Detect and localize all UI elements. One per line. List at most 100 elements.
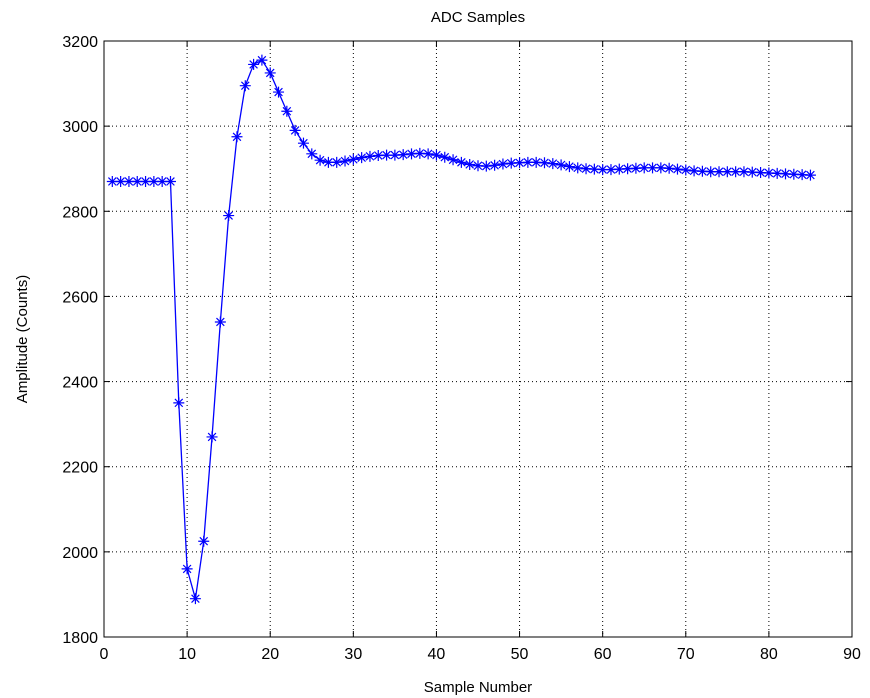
data-point-marker — [713, 166, 725, 178]
x-tick-label: 80 — [760, 646, 778, 663]
series-group — [106, 54, 816, 605]
data-point-marker — [389, 149, 401, 161]
data-point-marker — [497, 158, 509, 170]
data-point-marker — [115, 175, 127, 187]
data-point-marker — [414, 147, 426, 159]
data-point-marker — [189, 593, 201, 605]
data-point-marker — [372, 150, 384, 162]
y-tick-label: 2400 — [62, 375, 98, 392]
data-point-marker — [780, 168, 792, 180]
data-point-marker — [239, 80, 251, 92]
data-point-marker — [356, 152, 368, 164]
data-point-marker — [647, 162, 659, 174]
data-point-marker — [347, 153, 359, 165]
data-point-marker — [796, 169, 808, 181]
plot-area-frame — [103, 40, 853, 638]
data-point-marker — [397, 149, 409, 161]
data-point-marker — [538, 157, 550, 169]
data-point-marker — [788, 168, 800, 180]
y-tick-label: 1800 — [62, 630, 98, 647]
x-tick-labels: 0 10 20 30 40 50 60 70 80 90 — [100, 646, 861, 663]
data-point-marker — [547, 158, 559, 170]
data-point-marker — [721, 166, 733, 178]
data-point-marker — [322, 156, 334, 168]
data-point-marker — [588, 163, 600, 175]
x-tick-label: 0 — [100, 646, 109, 663]
data-point-marker — [730, 166, 742, 178]
y-tick-label: 3200 — [62, 34, 98, 51]
y-tick-label: 2000 — [62, 545, 98, 562]
data-point-marker — [580, 163, 592, 175]
y-tick-label: 3000 — [62, 119, 98, 136]
y-axis-label: Amplitude (Counts) — [14, 275, 31, 403]
x-tick-label: 40 — [428, 646, 446, 663]
data-point-marker — [214, 316, 226, 328]
data-point-marker — [173, 397, 185, 409]
x-tick-label: 10 — [178, 646, 196, 663]
grid-lines — [104, 41, 852, 637]
x-tick-label: 60 — [594, 646, 612, 663]
data-point-marker — [331, 156, 343, 168]
data-point-marker — [422, 148, 434, 160]
data-point-marker — [771, 167, 783, 179]
y-tick-label: 2800 — [62, 204, 98, 221]
data-point-marker — [555, 159, 567, 171]
x-tick-label: 20 — [261, 646, 279, 663]
data-point-marker — [622, 163, 634, 175]
data-point-marker — [480, 160, 492, 172]
data-point-marker — [439, 151, 451, 163]
x-tick-label: 50 — [511, 646, 529, 663]
data-point-marker — [655, 162, 667, 174]
data-point-marker — [671, 163, 683, 175]
axis-ticks — [103, 40, 853, 638]
x-tick-label: 70 — [677, 646, 695, 663]
data-point-marker — [472, 160, 484, 172]
data-point-marker — [680, 164, 692, 176]
data-point-marker — [755, 167, 767, 179]
data-point-marker — [339, 155, 351, 167]
data-point-marker — [804, 169, 816, 181]
x-tick-label: 30 — [344, 646, 362, 663]
data-point-marker — [231, 131, 243, 143]
data-point-marker — [106, 175, 118, 187]
x-tick-label: 90 — [843, 646, 861, 663]
x-axis-label: Sample Number — [424, 679, 532, 696]
data-point-marker — [613, 163, 625, 175]
data-point-marker — [140, 175, 152, 187]
data-point-marker — [505, 157, 517, 169]
data-point-marker — [297, 137, 309, 149]
data-point-marker — [281, 105, 293, 117]
data-point-marker — [198, 535, 210, 547]
data-point-marker — [746, 166, 758, 178]
data-point-marker — [164, 175, 176, 187]
data-point-marker — [514, 157, 526, 169]
data-point-marker — [314, 154, 326, 166]
chart-title: ADC Samples — [431, 9, 525, 26]
data-point-marker — [223, 210, 235, 222]
data-point-marker — [156, 175, 168, 187]
data-point-marker — [181, 563, 193, 575]
y-tick-labels: 1800 2000 2200 2400 2600 2800 3000 3200 — [62, 34, 98, 647]
y-tick-label: 2600 — [62, 289, 98, 306]
data-point-marker — [206, 431, 218, 443]
data-point-marker — [306, 148, 318, 160]
data-point-marker — [381, 149, 393, 161]
data-point-marker — [572, 162, 584, 174]
series-line — [112, 59, 811, 599]
data-point-marker — [430, 149, 442, 161]
data-point-marker — [630, 162, 642, 174]
data-point-marker — [364, 150, 376, 162]
data-point-marker — [123, 175, 135, 187]
data-point-marker — [605, 164, 617, 176]
data-point-marker — [597, 164, 609, 176]
data-point-marker — [638, 162, 650, 174]
data-point-marker — [663, 162, 675, 174]
data-point-marker — [264, 67, 276, 79]
data-point-marker — [248, 58, 260, 70]
data-point-marker — [131, 175, 143, 187]
data-point-marker — [256, 54, 268, 66]
data-point-marker — [738, 166, 750, 178]
data-point-marker — [489, 159, 501, 171]
data-point-marker — [705, 166, 717, 178]
